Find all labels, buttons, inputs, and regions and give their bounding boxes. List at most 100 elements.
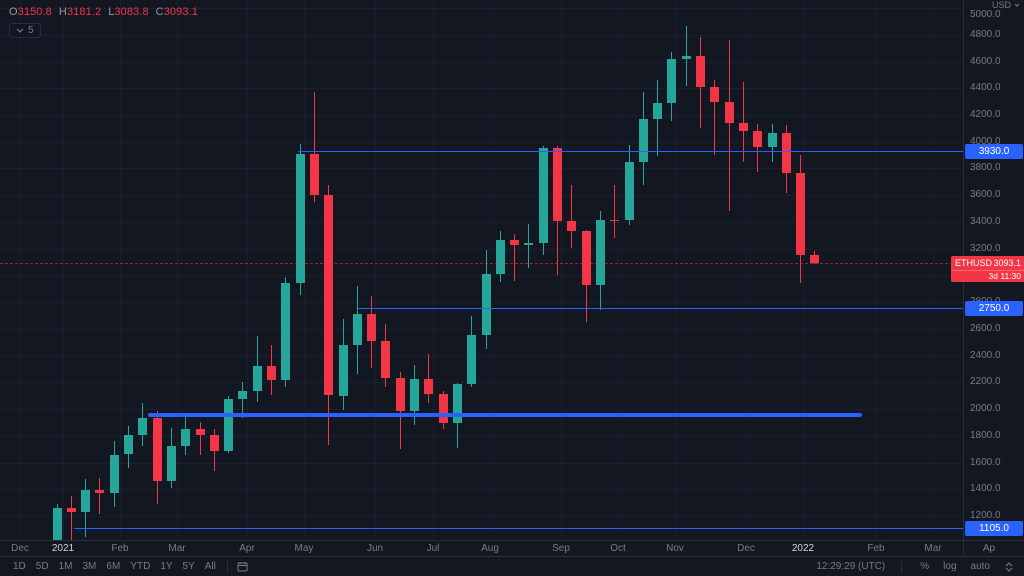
time-year-label: 2022 <box>791 543 815 554</box>
price-tick-label: 2200.0 <box>970 376 1001 388</box>
candle-down <box>753 130 763 147</box>
time-month-label: Jul <box>426 543 440 554</box>
candle-up <box>624 162 634 220</box>
candle-wick-up <box>528 224 530 268</box>
legend-close-label: C <box>155 6 164 18</box>
range-button-5y[interactable]: 5Y <box>178 559 200 575</box>
candle-up <box>166 445 176 482</box>
gridline-horizontal <box>0 382 963 384</box>
candle-up <box>338 344 348 396</box>
gridline-vertical <box>433 0 434 540</box>
candle-up <box>181 428 191 446</box>
candle-wick-down <box>714 79 716 155</box>
candle-up <box>481 273 491 335</box>
candle-up <box>638 118 648 163</box>
go-to-date-button[interactable] <box>234 560 251 573</box>
gridline-vertical <box>803 0 804 540</box>
chevrons-up-down-icon <box>1005 561 1013 572</box>
range-button-6m[interactable]: 6M <box>101 559 125 575</box>
gridline-vertical <box>746 0 747 540</box>
gridline-horizontal <box>0 515 963 517</box>
time-month-label: Aug <box>481 543 499 554</box>
time-month-label: Jun <box>366 543 384 554</box>
percent-scale-button[interactable]: % <box>920 561 930 572</box>
candle-up <box>138 417 148 436</box>
time-month-label: Sep <box>552 543 570 554</box>
date-range-switcher: 1D 5D 1M 3M 6M YTD 1Y 5Y All <box>8 559 251 575</box>
candle-up <box>352 314 362 345</box>
candle-up <box>238 391 248 399</box>
candle-up <box>767 133 777 148</box>
candle-down <box>710 86 720 102</box>
price-tick-label: 4800.0 <box>970 28 1001 40</box>
candle-wick-down <box>728 39 730 212</box>
horizontal-line-drawing[interactable] <box>74 528 963 530</box>
candle-down <box>309 153 319 196</box>
legend-collapse-count: 5 <box>28 25 34 36</box>
time-month-label: Dec <box>11 543 29 554</box>
candle-down <box>610 219 620 221</box>
currency-selector[interactable]: USD <box>992 0 1020 10</box>
time-axis[interactable]: Dec 2021 Feb Mar Apr May Jun Jul Aug Sep Oct Nov Dec… <box>0 540 995 556</box>
gridline-horizontal <box>0 462 963 464</box>
horizontal-line-drawing[interactable] <box>358 308 963 310</box>
gridline-vertical <box>561 0 562 540</box>
scale-menu-button[interactable] <box>1002 561 1016 573</box>
candle-up <box>124 435 133 455</box>
candle-down <box>553 148 562 222</box>
range-button-5d[interactable]: 5D <box>31 559 54 575</box>
candle-up <box>252 366 262 391</box>
bar-countdown: 3d 11:30 <box>951 269 1024 282</box>
toolbar-divider <box>226 560 228 573</box>
range-button-1d[interactable]: 1D <box>8 559 31 575</box>
candle-up <box>524 242 534 246</box>
legend-open-label: O <box>9 6 18 18</box>
candle-up <box>653 103 663 119</box>
candle-down <box>209 434 219 452</box>
price-tick-label: 3600.0 <box>970 189 1001 201</box>
range-button-1m[interactable]: 1M <box>54 559 78 575</box>
range-button-ytd[interactable]: YTD <box>125 559 155 575</box>
candle-up <box>281 282 291 381</box>
candle-down <box>152 417 162 482</box>
axis-corner <box>963 540 1024 556</box>
log-scale-button[interactable]: log <box>943 561 957 572</box>
auto-scale-button[interactable]: auto <box>970 561 990 572</box>
bottom-toolbar: 1D 5D 1M 3M 6M YTD 1Y 5Y All 12:29:29 (U… <box>0 556 1024 576</box>
price-tick-label: 1400.0 <box>970 483 1001 495</box>
clock[interactable]: 12:29:29 (UTC) <box>816 561 886 572</box>
price-level-badge: 1105.0 <box>965 521 1023 537</box>
horizontal-line-drawing[interactable] <box>298 150 963 152</box>
scale-controls: 12:29:29 (UTC) % log auto <box>816 559 1016 574</box>
candlestick-chart-pane[interactable] <box>0 0 963 540</box>
price-tick-label: 4400.0 <box>970 82 1001 94</box>
gridline-vertical <box>247 0 248 540</box>
range-button-1y[interactable]: 1Y <box>155 559 177 575</box>
candle-wick-down <box>313 92 315 203</box>
range-button-3m[interactable]: 3M <box>78 559 102 575</box>
candle-wick-down <box>99 478 101 514</box>
time-month-label: Ap <box>982 543 996 554</box>
legend-collapse-badge[interactable]: 5 <box>9 23 41 38</box>
price-tick-label: 1200.0 <box>970 509 1001 521</box>
price-tick-label: 4200.0 <box>970 109 1001 120</box>
candle-up <box>81 490 91 512</box>
price-axis[interactable]: USD ETHUSD 3093.1 3d 11:30 3930.0 2750.0 1… <box>951 0 1024 540</box>
current-price-badge: ETHUSD 3093.1 3d 11:30 <box>951 255 1024 282</box>
legend-low-value: 3083.8 <box>114 6 149 18</box>
chevron-down-icon <box>1014 3 1020 7</box>
candle-up <box>410 378 419 412</box>
time-year-label: 2021 <box>51 543 75 554</box>
horizontal-line-drawing[interactable] <box>148 413 862 417</box>
price-level-badge: 2750.0 <box>965 301 1023 317</box>
legend-close-value: 3093.1 <box>163 6 198 18</box>
candle-down <box>738 123 748 131</box>
gridline-horizontal <box>0 435 963 437</box>
candle-down <box>581 231 591 285</box>
candle-up <box>681 55 691 59</box>
gridline-horizontal <box>0 355 963 357</box>
range-button-all[interactable]: All <box>200 559 221 575</box>
candle-up <box>595 219 605 285</box>
candle-down <box>810 255 820 263</box>
